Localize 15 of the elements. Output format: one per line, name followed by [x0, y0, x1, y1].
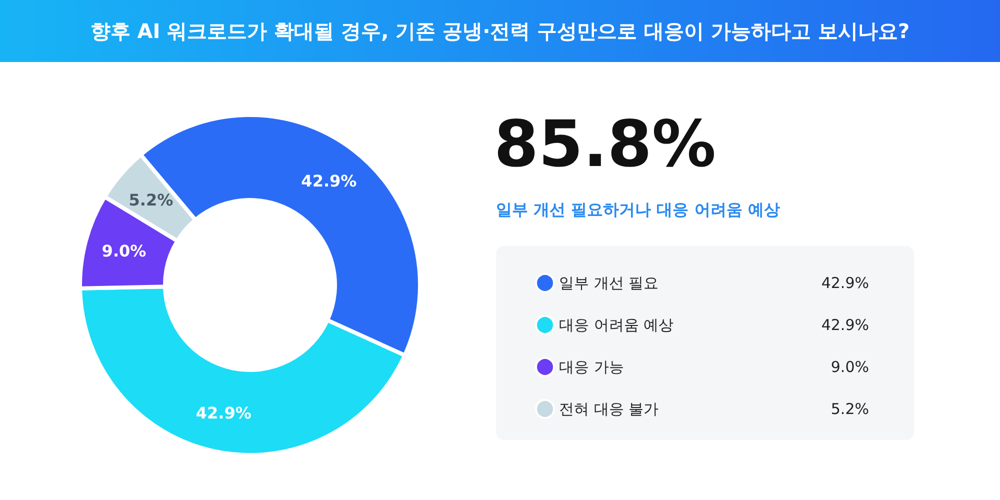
data-label: 42.9% [301, 172, 357, 191]
data-label: 5.2% [128, 190, 174, 210]
data-label: 42.9% [196, 403, 252, 422]
text: 9.0% [830, 358, 869, 376]
text: 42.9% [821, 316, 869, 334]
data-label: 9.0% [102, 242, 146, 261]
text: 5.2% [830, 400, 869, 418]
text: 42.9% [821, 274, 869, 292]
legend-label: 일부 개선 필요 [559, 274, 659, 292]
chart-title: 향후 AI 워크로드가 확대될 경우, 기존 공냉·전력 구성만으로 대응이 가능하다고 보시나요? [0, 0, 1000, 62]
text: 일부 개선 필요하거나 대응 어려움 예상 [496, 200, 780, 221]
legend-label: 대응 가능 [559, 358, 624, 376]
legend-label: 대응 어려움 예상 [559, 316, 674, 334]
legend-label: 전혀 대응 불가 [559, 400, 659, 418]
text: 85.8% [494, 108, 716, 182]
